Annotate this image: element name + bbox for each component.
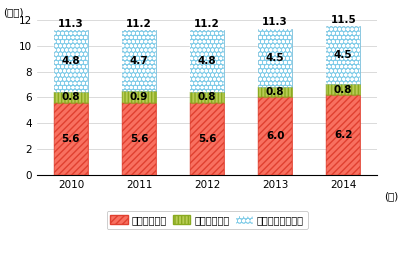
Text: (年): (年) bbox=[384, 192, 398, 202]
Text: 11.2: 11.2 bbox=[194, 19, 220, 29]
Text: 4.5: 4.5 bbox=[334, 50, 353, 60]
Text: 11.3: 11.3 bbox=[58, 19, 84, 29]
Bar bbox=[54, 30, 88, 92]
Text: 0.8: 0.8 bbox=[62, 92, 80, 102]
Text: 0.8: 0.8 bbox=[266, 87, 284, 97]
Text: 6.2: 6.2 bbox=[334, 130, 352, 140]
Text: 5.6: 5.6 bbox=[62, 134, 80, 144]
Text: 0.9: 0.9 bbox=[130, 92, 148, 102]
Bar bbox=[190, 92, 224, 102]
Text: 4.8: 4.8 bbox=[61, 56, 80, 66]
Bar bbox=[190, 30, 224, 92]
Bar bbox=[122, 102, 156, 175]
Bar bbox=[326, 85, 360, 95]
Bar bbox=[122, 30, 156, 91]
Bar bbox=[326, 95, 360, 175]
Bar bbox=[122, 91, 156, 102]
Bar bbox=[258, 29, 292, 87]
Text: 11.2: 11.2 bbox=[126, 19, 152, 29]
Text: 11.5: 11.5 bbox=[330, 15, 356, 25]
Text: 6.0: 6.0 bbox=[266, 131, 284, 141]
Text: 11.3: 11.3 bbox=[262, 17, 288, 27]
Bar bbox=[190, 102, 224, 175]
Text: 4.8: 4.8 bbox=[198, 56, 217, 66]
Bar bbox=[326, 26, 360, 85]
Bar bbox=[122, 102, 156, 175]
Bar bbox=[54, 30, 88, 92]
Text: (兆円): (兆円) bbox=[3, 7, 23, 17]
Bar bbox=[258, 97, 292, 175]
Legend: 映像系ソフト, 音声系ソフト, テキスト系ソフト: 映像系ソフト, 音声系ソフト, テキスト系ソフト bbox=[107, 211, 307, 229]
Text: 4.7: 4.7 bbox=[130, 56, 148, 66]
Text: 5.6: 5.6 bbox=[130, 134, 148, 144]
Bar bbox=[54, 102, 88, 175]
Text: 4.5: 4.5 bbox=[266, 53, 284, 63]
Bar bbox=[54, 92, 88, 102]
Text: 5.6: 5.6 bbox=[198, 134, 216, 144]
Bar bbox=[190, 92, 224, 102]
Bar bbox=[326, 85, 360, 95]
Text: 0.8: 0.8 bbox=[198, 92, 216, 102]
Text: 0.8: 0.8 bbox=[334, 85, 352, 95]
Bar bbox=[122, 30, 156, 91]
Bar bbox=[190, 30, 224, 92]
Bar bbox=[190, 102, 224, 175]
Bar bbox=[54, 102, 88, 175]
Bar bbox=[54, 92, 88, 102]
Bar bbox=[326, 95, 360, 175]
Bar bbox=[122, 91, 156, 102]
Bar bbox=[258, 97, 292, 175]
Bar bbox=[258, 87, 292, 97]
Bar bbox=[326, 26, 360, 85]
Bar bbox=[258, 29, 292, 87]
Bar bbox=[258, 87, 292, 97]
